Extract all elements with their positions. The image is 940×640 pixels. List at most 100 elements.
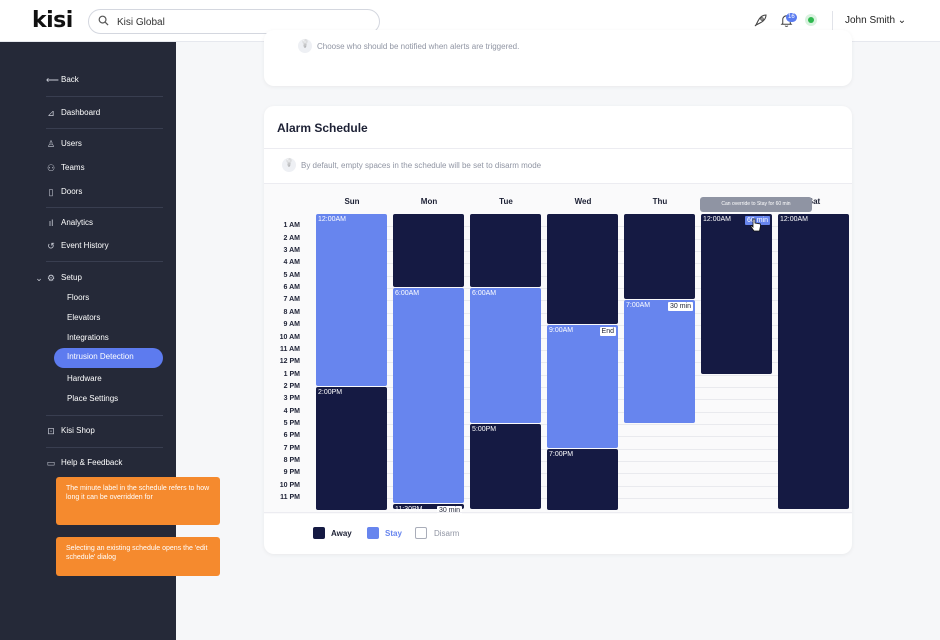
search-icon	[98, 15, 109, 26]
hour-label: 2 PM	[283, 382, 300, 390]
shop-bag-icon: ⊡	[47, 426, 55, 436]
hour-label: 8 AM	[283, 308, 300, 316]
hour-label: 11 AM	[280, 345, 300, 353]
schedule-block-away[interactable]: 12:00AM 60 min	[701, 214, 772, 374]
hour-label: 9 AM	[283, 321, 300, 329]
hour-label: 5 PM	[283, 419, 300, 427]
arrow-left-icon: ⟵	[46, 75, 59, 85]
schedule-block-stay[interactable]: 7:00AM 30 min	[624, 300, 695, 423]
schedule-block-away[interactable]: 7:00PM	[547, 449, 618, 510]
divider	[832, 11, 833, 31]
legend-swatch-disarm	[415, 527, 427, 539]
hour-label: 10 PM	[279, 481, 300, 489]
legend-swatch-away	[313, 527, 325, 539]
alerts-hint: Choose who should be notified when alert…	[317, 42, 520, 51]
day-header-thu: Thu	[652, 197, 668, 206]
legend-label-away: Away	[331, 529, 352, 538]
schedule-block-away[interactable]	[547, 214, 618, 324]
hour-label: 11 PM	[280, 494, 300, 502]
hour-label: 5 AM	[283, 271, 300, 279]
hour-label: 4 PM	[283, 407, 300, 415]
day-header-sun: Sun	[344, 197, 360, 206]
user-icon: ♙	[46, 139, 56, 149]
schedule-block-away[interactable]	[624, 214, 695, 299]
block-start-time: 6:00AM	[472, 290, 497, 297]
alerts-card	[264, 30, 852, 86]
block-start-time: 11:30PM	[395, 506, 423, 513]
block-start-time: 9:00AM	[549, 327, 574, 334]
schedule-block-away[interactable]	[393, 214, 464, 287]
divider	[264, 183, 852, 184]
dashboard-icon: ⊿	[47, 108, 55, 118]
analytics-icon: ıl	[48, 218, 54, 228]
hour-label: 9 PM	[283, 469, 300, 477]
schedule-block-stay[interactable]: 9:00AM End	[547, 325, 618, 448]
schedule-block-stay[interactable]: 12:00AM	[316, 214, 387, 386]
notification-badge: 16	[786, 13, 797, 22]
hour-label: 3 AM	[283, 247, 300, 255]
search-box[interactable]	[88, 9, 380, 34]
day-header-wed: Wed	[574, 197, 592, 206]
override-duration-tag: 60 min	[744, 216, 770, 225]
divider	[46, 96, 163, 97]
kisi-logo[interactable]: kisi	[32, 8, 73, 33]
day-header-tue: Tue	[499, 197, 513, 206]
block-start-time: 12:00AM	[780, 216, 809, 223]
schedule-block-away[interactable]: 12:00AM	[778, 214, 849, 509]
hour-label: 4 AM	[283, 259, 300, 267]
schedule-hint: By default, empty spaces in the schedule…	[301, 161, 542, 170]
legend-label-disarm: Disarm	[434, 529, 460, 538]
schedule-block-stay[interactable]: 6:00AM	[393, 288, 464, 503]
schedule-block-away[interactable]: 5:00PM	[470, 424, 541, 509]
online-status-indicator	[805, 14, 817, 26]
card-title: Alarm Schedule	[277, 121, 368, 135]
hour-label: 1 AM	[283, 222, 300, 230]
sidebar-subitem-elevators[interactable]: Elevators	[67, 313, 101, 322]
cursor-pointer-icon	[750, 218, 761, 232]
chevron-down-icon: ⌄	[35, 273, 43, 283]
hour-label: 7 PM	[283, 444, 300, 452]
gear-icon: ⚙	[46, 273, 56, 283]
schedule-block-away[interactable]	[470, 214, 541, 287]
search-input[interactable]	[115, 13, 374, 32]
schedule-block-stay[interactable]: 6:00AM	[470, 288, 541, 423]
hour-label: 10 AM	[279, 333, 300, 341]
block-start-time: 7:00AM	[626, 302, 651, 309]
legend-label-stay: Stay	[385, 529, 402, 538]
hour-label: 12 PM	[279, 358, 300, 366]
teams-icon: ⚇	[46, 163, 56, 173]
sidebar-subitem-place-settings[interactable]: Place Settings	[67, 394, 119, 403]
legend-swatch-stay	[367, 527, 379, 539]
sidebar-subitem-floors[interactable]: Floors	[67, 293, 90, 302]
block-start-time: 7:00PM	[549, 451, 574, 458]
rocket-icon[interactable]	[752, 13, 768, 29]
day-header-mon: Mon	[420, 197, 438, 206]
override-duration-tag: 30 min	[667, 302, 693, 311]
hour-label: 3 PM	[283, 395, 300, 403]
sidebar-subitem-intrusion-detection[interactable]: Intrusion Detection	[54, 348, 163, 368]
override-duration-tag: End	[599, 327, 616, 336]
divider	[46, 128, 163, 129]
user-menu[interactable]: John Smith ⌄	[845, 15, 907, 26]
door-icon: ▯	[48, 187, 54, 197]
divider	[46, 447, 163, 448]
hour-label: 6 PM	[283, 432, 300, 440]
divider	[264, 148, 852, 149]
hour-label: 8 PM	[283, 457, 300, 464]
block-start-time: 5:00PM	[472, 426, 497, 433]
sidebar-subitem-hardware[interactable]: Hardware	[67, 374, 102, 383]
annotation-note: Selecting an existing schedule opens the…	[56, 537, 220, 576]
schedule-block-away[interactable]: 2:00PM	[316, 387, 387, 510]
hour-label: 6 AM	[283, 284, 300, 292]
divider	[46, 207, 163, 208]
block-start-time: 12:00AM	[703, 216, 732, 223]
lightbulb-icon	[298, 39, 312, 53]
divider	[46, 415, 163, 416]
hour-label: 1 PM	[283, 370, 300, 378]
sidebar-subitem-integrations[interactable]: Integrations	[67, 333, 109, 342]
block-start-time: 6:00AM	[395, 290, 420, 297]
schedule-block-away[interactable]: 11:30PM 30 min	[393, 504, 464, 515]
chat-icon: ▭	[46, 458, 56, 468]
lightbulb-icon	[282, 158, 296, 172]
hour-label: 2 AM	[283, 234, 300, 242]
